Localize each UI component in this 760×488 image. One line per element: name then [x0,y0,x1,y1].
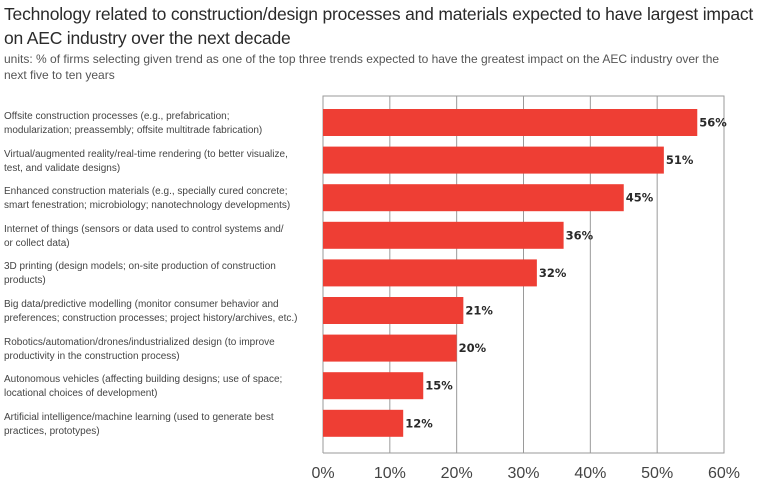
bar [323,259,537,287]
x-tick-label: 30% [507,465,539,482]
value-labels: 56% 51% 45% 36% 32% 21% 20% 15% 12% [405,116,727,431]
category-label: Big data/predictive modelling (monitor c… [4,298,316,326]
category-label-line: Offsite construction processes (e.g., pr… [4,111,230,122]
category-label-line: Enhanced construction materials (e.g., s… [4,186,288,198]
bar [323,409,404,437]
category-label-line: or collect data) [4,237,70,249]
category-label: Virtual/augmented reality/real-time rend… [4,148,316,176]
category-label-line: Virtual/augmented reality/real-time rend… [4,148,288,160]
category-label-line: Autonomous vehicles (affecting building … [4,374,283,386]
category-label: Robotics/automation/drones/industrialize… [4,336,316,364]
category-label-line: modularization; preassembly; offsite mul… [4,125,263,136]
bar-value-label: 15% [425,379,453,393]
bar [323,372,424,400]
x-tick-label: 40% [574,465,606,482]
category-label: 3D printing (design models; on-site prod… [4,260,316,288]
bar-value-label: 45% [626,191,654,205]
bar [323,297,464,324]
category-label-line: smart fenestration; microbiology; nanote… [4,200,291,212]
bar [323,334,457,362]
category-label: Enhanced construction materials (e.g., s… [4,185,316,213]
category-label-line: productivity in the construction process… [4,350,180,362]
category-label-line: 3D printing (design models; on-site prod… [4,261,276,273]
bar-value-label: 32% [539,266,567,280]
x-tick-label: 0% [311,465,334,482]
category-label: Autonomous vehicles (affecting building … [4,373,316,401]
category-label: Internet of things (sensors or data used… [4,223,316,251]
bar-value-label: 51% [666,153,694,167]
category-label-line: Robotics/automation/drones/industrialize… [4,336,275,348]
chart-title: Technology related to construction/desig… [4,4,754,48]
bar [323,184,624,212]
category-label: Offsite construction processes (e.g., pr… [4,110,316,138]
category-label: Artificial intelligence/machine learning… [4,411,316,439]
bar-value-label: 56% [699,116,727,130]
x-tick-label: 50% [641,465,673,482]
category-label-line: test, and validate designs) [4,162,121,174]
category-label-line: Artificial intelligence/machine learning… [4,411,274,423]
bars [323,109,698,437]
bar-value-label: 21% [465,304,493,318]
category-label-line: Internet of things (sensors or data used… [4,223,284,235]
x-tick-label: 10% [374,465,406,482]
x-axis-ticks: 0% 10% 20% 30% 40% 50% 60% [311,465,740,482]
bar-value-label: 36% [566,228,594,242]
chart-subtitle: units: % of firms selecting given trend … [4,52,720,82]
x-tick-label: 20% [441,465,473,482]
category-label-line: products) [4,275,46,287]
category-label-line: locational choices of development) [4,388,158,400]
bar [323,221,564,249]
x-tick-label: 60% [708,465,740,482]
bar [323,146,664,174]
category-label-line: practices, prototypes) [4,425,100,437]
category-label-line: preferences; construction processes; pro… [4,313,298,324]
bar-value-label: 12% [405,416,433,430]
bar-value-label: 20% [459,341,487,355]
bar [323,109,698,136]
category-label-line: Big data/predictive modelling (monitor c… [4,299,279,310]
